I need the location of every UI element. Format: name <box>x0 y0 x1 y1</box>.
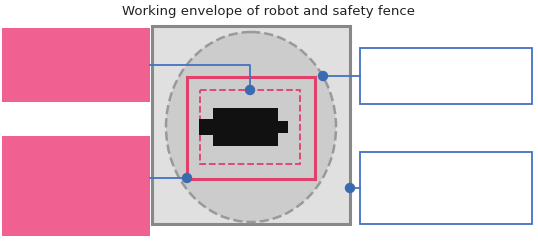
Bar <box>2 28 150 102</box>
Text: Conventional safety
guard fence when robot
monitoring unit is not used: Conventional safety guard fence when rob… <box>365 154 506 192</box>
Circle shape <box>245 86 254 95</box>
Bar <box>278 121 288 133</box>
Circle shape <box>345 183 355 192</box>
Text: Working envelope of robot and safety fence: Working envelope of robot and safety fen… <box>123 5 415 17</box>
Bar <box>152 26 350 224</box>
Ellipse shape <box>166 32 336 222</box>
Bar <box>187 77 315 179</box>
Bar <box>199 119 215 135</box>
Text: Safety guard fence
when working envelope
limits set using the robot
monitoring u: Safety guard fence when working envelope… <box>6 138 146 189</box>
Bar <box>200 90 300 164</box>
Circle shape <box>182 174 192 182</box>
Bar <box>2 136 150 236</box>
Bar <box>360 152 532 224</box>
Circle shape <box>318 71 328 80</box>
Text: Maximum working envelope
of robot: Maximum working envelope of robot <box>365 50 512 74</box>
Bar <box>360 48 532 104</box>
Text: Working envelope of
robot with limits set using
the robot monitoring unit: Working envelope of robot with limits se… <box>6 30 152 67</box>
Bar <box>213 108 278 146</box>
